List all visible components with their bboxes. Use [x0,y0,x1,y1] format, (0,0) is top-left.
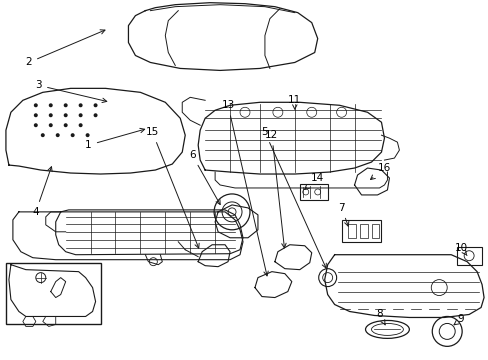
Text: 7: 7 [338,203,348,226]
Text: 15: 15 [145,127,199,248]
Text: 10: 10 [454,243,467,256]
Circle shape [79,113,82,117]
Text: 1: 1 [85,128,144,150]
Text: 13: 13 [221,100,268,276]
Text: 6: 6 [188,150,220,204]
Circle shape [49,113,53,117]
Text: 12: 12 [264,130,285,248]
Text: 16: 16 [370,163,390,180]
Text: 8: 8 [375,310,385,325]
Circle shape [85,133,89,137]
Text: 11: 11 [287,95,301,109]
Text: 2: 2 [25,30,105,67]
Circle shape [34,103,38,107]
Text: 14: 14 [304,173,324,189]
Circle shape [34,113,38,117]
Circle shape [56,133,60,137]
Circle shape [63,123,67,127]
Text: 3: 3 [36,80,106,103]
Circle shape [79,123,82,127]
Circle shape [93,113,98,117]
Circle shape [34,123,38,127]
Circle shape [93,103,98,107]
Circle shape [79,103,82,107]
Circle shape [63,113,67,117]
Circle shape [49,103,53,107]
Circle shape [71,133,75,137]
Text: 5: 5 [261,127,325,268]
Circle shape [63,103,67,107]
Circle shape [41,133,45,137]
Text: 4: 4 [32,167,52,217]
Circle shape [49,123,53,127]
Text: 9: 9 [453,314,464,325]
